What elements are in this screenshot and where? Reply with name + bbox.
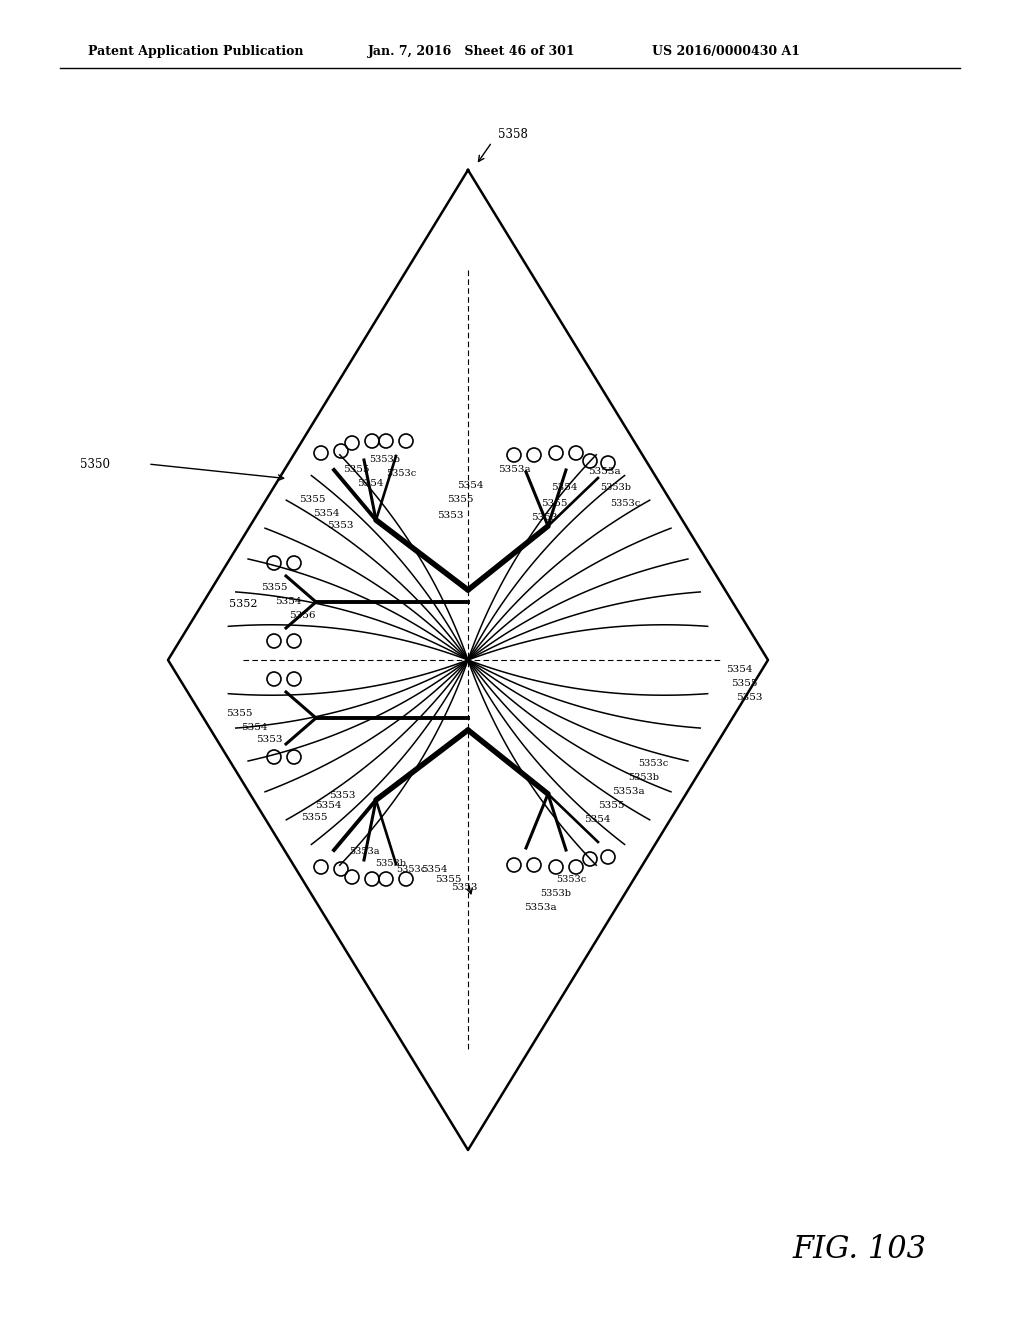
Text: 5353b: 5353b xyxy=(628,774,659,783)
Text: 5353c: 5353c xyxy=(386,469,416,478)
Text: 5353a: 5353a xyxy=(349,847,380,857)
Text: 5353: 5353 xyxy=(256,735,283,744)
Text: Patent Application Publication: Patent Application Publication xyxy=(88,45,303,58)
Text: 5353c: 5353c xyxy=(610,499,640,507)
Text: 5354: 5354 xyxy=(313,508,340,517)
Text: 5353a: 5353a xyxy=(524,903,557,912)
Text: 5353: 5353 xyxy=(531,512,558,521)
Text: 5354: 5354 xyxy=(422,866,449,874)
Text: 5350: 5350 xyxy=(80,458,110,470)
Text: Jan. 7, 2016   Sheet 46 of 301: Jan. 7, 2016 Sheet 46 of 301 xyxy=(368,45,575,58)
Text: 5353: 5353 xyxy=(736,693,763,702)
Text: 5353: 5353 xyxy=(328,520,354,529)
Text: 5353c: 5353c xyxy=(556,875,587,884)
Text: 5355: 5355 xyxy=(301,813,328,822)
Text: 5353: 5353 xyxy=(330,791,356,800)
Text: 5355: 5355 xyxy=(226,710,253,718)
Text: 5353a: 5353a xyxy=(588,467,621,477)
Text: 5355: 5355 xyxy=(731,680,758,689)
Text: 5355: 5355 xyxy=(343,466,370,474)
Text: 5354: 5354 xyxy=(315,800,342,809)
Text: 5353b: 5353b xyxy=(369,455,400,465)
Text: 5358: 5358 xyxy=(498,128,528,141)
Text: FIG. 103: FIG. 103 xyxy=(792,1234,926,1266)
Text: 5353a: 5353a xyxy=(498,466,530,474)
Text: 5354: 5354 xyxy=(458,480,484,490)
Text: 5354: 5354 xyxy=(584,816,610,825)
Text: 5355: 5355 xyxy=(261,583,288,593)
Text: 5353c: 5353c xyxy=(638,759,669,768)
Text: 5355: 5355 xyxy=(598,801,625,810)
Text: 5353c: 5353c xyxy=(395,866,426,874)
Text: 5355: 5355 xyxy=(299,495,326,504)
Text: US 2016/0000430 A1: US 2016/0000430 A1 xyxy=(652,45,800,58)
Text: 5355: 5355 xyxy=(435,875,462,884)
Text: 5353b: 5353b xyxy=(540,890,571,899)
Text: 5356: 5356 xyxy=(290,611,316,620)
Text: 5354: 5354 xyxy=(275,597,302,606)
Text: 5354: 5354 xyxy=(242,722,268,731)
Text: 5354: 5354 xyxy=(552,483,578,491)
Text: 5354: 5354 xyxy=(357,479,384,487)
Text: 5352: 5352 xyxy=(229,599,258,609)
Text: 5353b: 5353b xyxy=(375,859,406,869)
Text: 5355: 5355 xyxy=(542,499,568,507)
Text: 5353a: 5353a xyxy=(612,788,645,796)
Text: 5353: 5353 xyxy=(437,511,464,520)
Text: 5353: 5353 xyxy=(452,883,478,892)
Text: 5353b: 5353b xyxy=(600,483,631,491)
Text: 5355: 5355 xyxy=(447,495,474,504)
Text: 5354: 5354 xyxy=(726,665,753,675)
